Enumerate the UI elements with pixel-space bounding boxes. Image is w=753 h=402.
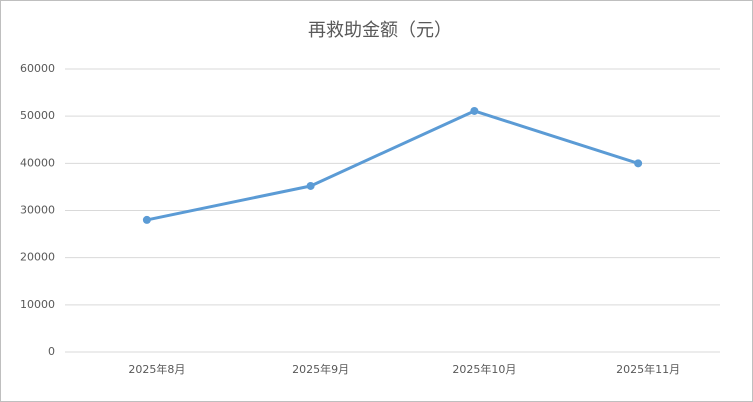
y-tick-label: 20000 [20, 251, 55, 264]
x-tick-label: 2025年11月 [616, 362, 680, 376]
point [142, 215, 151, 224]
line [146, 109, 639, 222]
x-tick-label: 2025年8月 [128, 362, 185, 376]
y-tick-label: 40000 [20, 156, 55, 169]
y-tick-label: 10000 [20, 298, 55, 311]
point [470, 106, 479, 115]
chart-title: 再救助金额（元） [308, 20, 452, 41]
y-tick-label: 0 [48, 345, 55, 358]
y-tick-label: 60000 [20, 62, 55, 75]
y-tick-label: 30000 [20, 204, 55, 217]
point [306, 181, 315, 190]
x-tick-label: 2025年10月 [452, 362, 516, 376]
point [634, 159, 643, 168]
y-tick-label: 50000 [20, 109, 55, 122]
x-tick-label: 2025年9月 [292, 362, 349, 376]
